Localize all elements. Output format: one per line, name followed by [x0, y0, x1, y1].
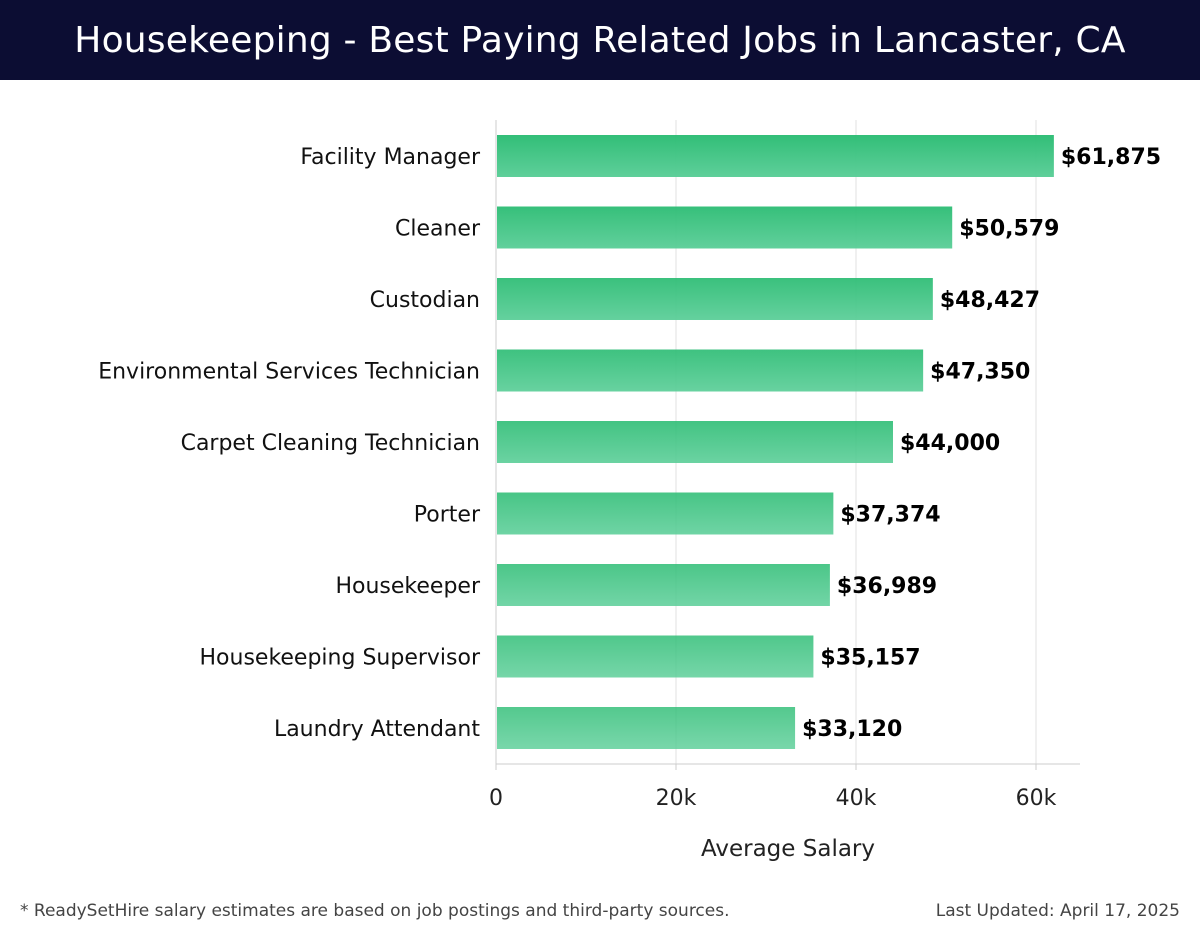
bar: [497, 135, 1054, 177]
bar: [497, 206, 953, 249]
bar: [497, 492, 834, 535]
category-label: Porter: [414, 503, 481, 528]
data-label: $48,427: [940, 288, 1040, 313]
footer-note: * ReadySetHire salary estimates are base…: [20, 901, 730, 921]
bar: [497, 635, 814, 678]
data-label: $37,374: [840, 503, 940, 528]
data-label: $35,157: [820, 646, 920, 671]
chart-title: Housekeeping - Best Paying Related Jobs …: [74, 19, 1126, 61]
category-label: Environmental Services Technician: [98, 360, 480, 385]
category-label: Housekeeping Supervisor: [200, 646, 481, 671]
bar: [497, 278, 933, 320]
last-updated: Last Updated: April 17, 2025: [935, 901, 1180, 921]
bar: [497, 421, 893, 463]
data-label: $44,000: [900, 431, 1000, 456]
category-label: Carpet Cleaning Technician: [181, 431, 480, 456]
labels: 0 20k 40k 60k Facility Manager $61,875 Cleaner…: [98, 145, 1161, 862]
category-label: Facility Manager: [300, 145, 481, 170]
category-label: Laundry Attendant: [274, 717, 480, 742]
category-label: Housekeeper: [335, 574, 480, 599]
data-label: $50,579: [959, 217, 1059, 242]
data-label: $47,350: [930, 360, 1030, 385]
bar: [497, 349, 924, 392]
bar-chart: 0 20k 40k 60k Facility Manager $61,875 Cleaner…: [98, 120, 1161, 862]
x-tick-label: 60k: [1016, 786, 1057, 811]
bar: [497, 564, 830, 606]
x-axis-title: Average Salary: [701, 836, 875, 862]
data-label: $33,120: [802, 717, 902, 742]
x-tick-label: 40k: [836, 786, 877, 811]
bar: [497, 707, 796, 749]
category-label: Custodian: [370, 288, 480, 313]
axes: [495, 120, 1080, 765]
x-tick-label: 20k: [656, 786, 697, 811]
chart-header: Housekeeping - Best Paying Related Jobs …: [0, 0, 1200, 80]
data-label: $61,875: [1061, 145, 1161, 170]
x-tick-label: 0: [489, 786, 503, 811]
category-label: Cleaner: [395, 217, 481, 242]
bars: [497, 135, 1054, 749]
data-label: $36,989: [837, 574, 937, 599]
